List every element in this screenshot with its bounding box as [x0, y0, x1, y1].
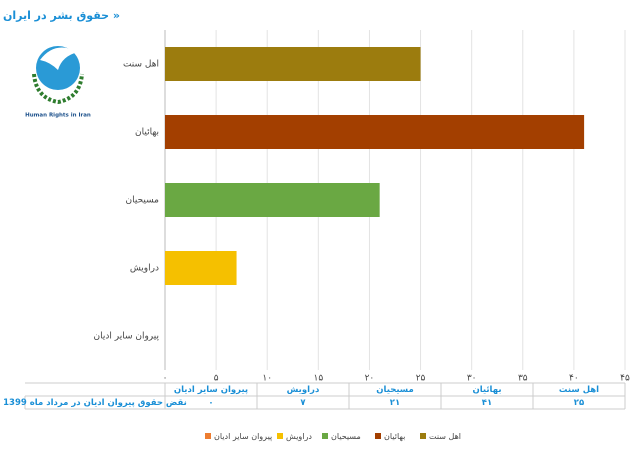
y-tick-label: مسیحیان: [126, 196, 160, 206]
legend-swatch: [375, 433, 381, 439]
y-tick-label: دراویش: [130, 264, 159, 274]
bar: [165, 47, 421, 81]
legend-swatch: [277, 433, 283, 439]
table-row-label: نقض حقوق پیروان ادیان در مرداد ماه 1399: [3, 398, 187, 408]
table-value: ۲۵: [574, 398, 584, 408]
table-value: ۷: [300, 398, 306, 408]
bar: [165, 115, 585, 149]
legend-swatch: [420, 433, 426, 439]
bar: [165, 183, 380, 217]
x-tick-label: ۰: [163, 374, 168, 384]
table-header: مسیحیان: [376, 385, 413, 395]
table-value: ۲۱: [390, 398, 400, 408]
legend-label: اهل سنت: [429, 432, 461, 441]
table-value: ۰: [208, 398, 213, 408]
x-tick-label: ۲۰: [365, 374, 375, 384]
logo: Human Rights in Iran: [25, 46, 91, 119]
legend-swatch: [205, 433, 211, 439]
x-tick-label: ۴۵: [620, 374, 630, 384]
chart-title: « حقوق بشر در ایران »: [0, 9, 120, 22]
legend-label: مسیحیان: [331, 432, 361, 441]
table-header: اهل سنت: [559, 385, 599, 395]
x-tick-label: ۱۰: [262, 374, 272, 384]
table-header: دراویش: [287, 385, 320, 395]
x-tick-label: ۳۰: [467, 374, 477, 384]
legend-swatch: [322, 433, 328, 439]
y-tick-label: اهل سنت: [123, 60, 159, 70]
x-tick-label: ۲۵: [416, 374, 426, 384]
legend-label: پیروان سایر ادیان: [214, 432, 272, 441]
x-tick-label: ۳۵: [518, 374, 528, 384]
x-tick-label: ۴۰: [569, 374, 579, 384]
table-header: پیروان سایر ادیان: [174, 385, 248, 395]
x-tick-label: ۱۵: [313, 374, 323, 384]
legend-label: دراویش: [286, 432, 312, 441]
y-tick-label: بهائیان: [135, 128, 159, 138]
table-header: بهائیان: [472, 385, 501, 395]
y-tick-label: پیروان سایر ادیان: [94, 332, 160, 342]
bar: [165, 251, 237, 285]
table-value: ۴۱: [482, 398, 492, 408]
legend-label: بهائیان: [384, 432, 405, 441]
logo-text: Human Rights in Iran: [25, 113, 91, 119]
x-tick-label: ۵: [214, 374, 219, 384]
